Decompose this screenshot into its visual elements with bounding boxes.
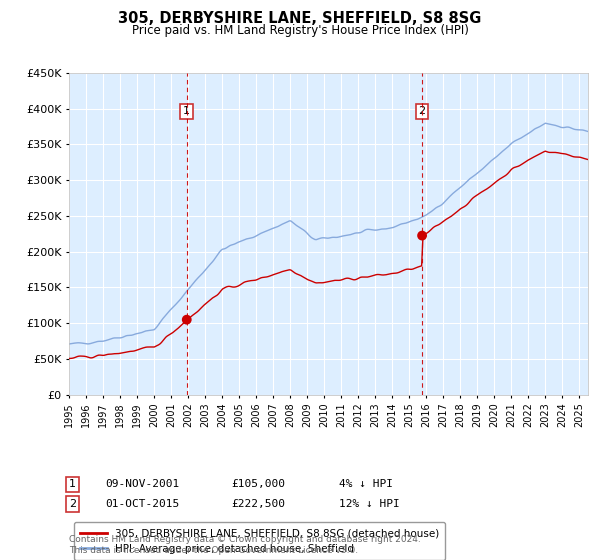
Text: 2: 2	[69, 499, 76, 509]
Text: 4% ↓ HPI: 4% ↓ HPI	[339, 479, 393, 489]
Text: 1: 1	[69, 479, 76, 489]
Point	[417, 231, 427, 240]
Text: Price paid vs. HM Land Registry's House Price Index (HPI): Price paid vs. HM Land Registry's House …	[131, 24, 469, 37]
Text: 2: 2	[419, 106, 425, 116]
Text: £105,000: £105,000	[231, 479, 285, 489]
Text: This data is licensed under the Open Government Licence v3.0.: This data is licensed under the Open Gov…	[69, 546, 358, 555]
Text: 1: 1	[183, 106, 190, 116]
Point	[182, 315, 191, 324]
Text: 305, DERBYSHIRE LANE, SHEFFIELD, S8 8SG: 305, DERBYSHIRE LANE, SHEFFIELD, S8 8SG	[118, 11, 482, 26]
Legend: 305, DERBYSHIRE LANE, SHEFFIELD, S8 8SG (detached house), HPI: Average price, de: 305, DERBYSHIRE LANE, SHEFFIELD, S8 8SG …	[74, 522, 445, 560]
Text: 09-NOV-2001: 09-NOV-2001	[105, 479, 179, 489]
Text: Contains HM Land Registry data © Crown copyright and database right 2024.: Contains HM Land Registry data © Crown c…	[69, 535, 421, 544]
Text: £222,500: £222,500	[231, 499, 285, 509]
Text: 01-OCT-2015: 01-OCT-2015	[105, 499, 179, 509]
Text: 12% ↓ HPI: 12% ↓ HPI	[339, 499, 400, 509]
